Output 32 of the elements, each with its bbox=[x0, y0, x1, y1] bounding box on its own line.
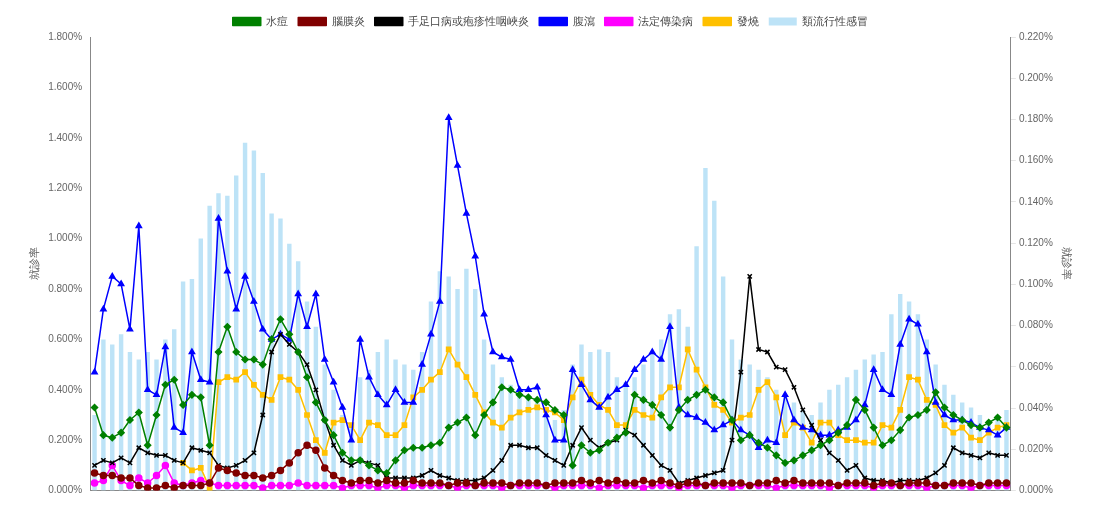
y-tick-label: 0.200% bbox=[48, 433, 83, 445]
y2-axis-title: 就診率 bbox=[1061, 247, 1074, 281]
y2-tick-label: 0.120% bbox=[1018, 236, 1053, 248]
y-tick-label: 0.600% bbox=[48, 333, 83, 345]
legend-label: 手足口病或疱疹性咽峽炎 bbox=[408, 14, 530, 27]
y2-tick-label: 0.200% bbox=[1018, 71, 1053, 83]
legend-label: 法定傳染病 bbox=[638, 14, 694, 27]
y-tick-label: 1.800% bbox=[48, 30, 83, 42]
y2-tick-label: 0.220% bbox=[1018, 30, 1053, 42]
y-tick-label: 0.400% bbox=[48, 383, 83, 395]
y-axis-title: 就診率 bbox=[27, 247, 40, 281]
y-tick-label: 0.000% bbox=[48, 484, 83, 496]
y2-tick-label: 0.000% bbox=[1018, 484, 1053, 496]
y2-tick-label: 0.100% bbox=[1018, 278, 1053, 290]
y-tick-label: 1.600% bbox=[48, 81, 83, 93]
y2-tick-label: 0.140% bbox=[1018, 195, 1053, 207]
y-tick-label: 1.000% bbox=[48, 232, 83, 244]
y2-tick-label: 0.040% bbox=[1018, 401, 1053, 413]
y2-tick-label: 0.160% bbox=[1018, 154, 1053, 166]
y2-tick-label: 0.020% bbox=[1018, 443, 1053, 455]
legend-label: 類流行性感冒 bbox=[802, 14, 869, 27]
y-tick-label: 1.200% bbox=[48, 181, 83, 193]
y-tick-label: 1.400% bbox=[48, 131, 83, 143]
legend-label: 腦膜炎 bbox=[331, 14, 365, 27]
y2-tick-label: 0.180% bbox=[1018, 113, 1053, 125]
legend-label: 發燒 bbox=[736, 14, 759, 27]
y2-tick-label: 0.080% bbox=[1018, 319, 1053, 331]
legend-label: 水痘 bbox=[266, 14, 289, 27]
legend-label: 腹瀉 bbox=[572, 14, 595, 27]
y-tick-label: 0.800% bbox=[48, 282, 83, 294]
y2-tick-label: 0.060% bbox=[1018, 360, 1053, 372]
bar bbox=[703, 168, 708, 491]
